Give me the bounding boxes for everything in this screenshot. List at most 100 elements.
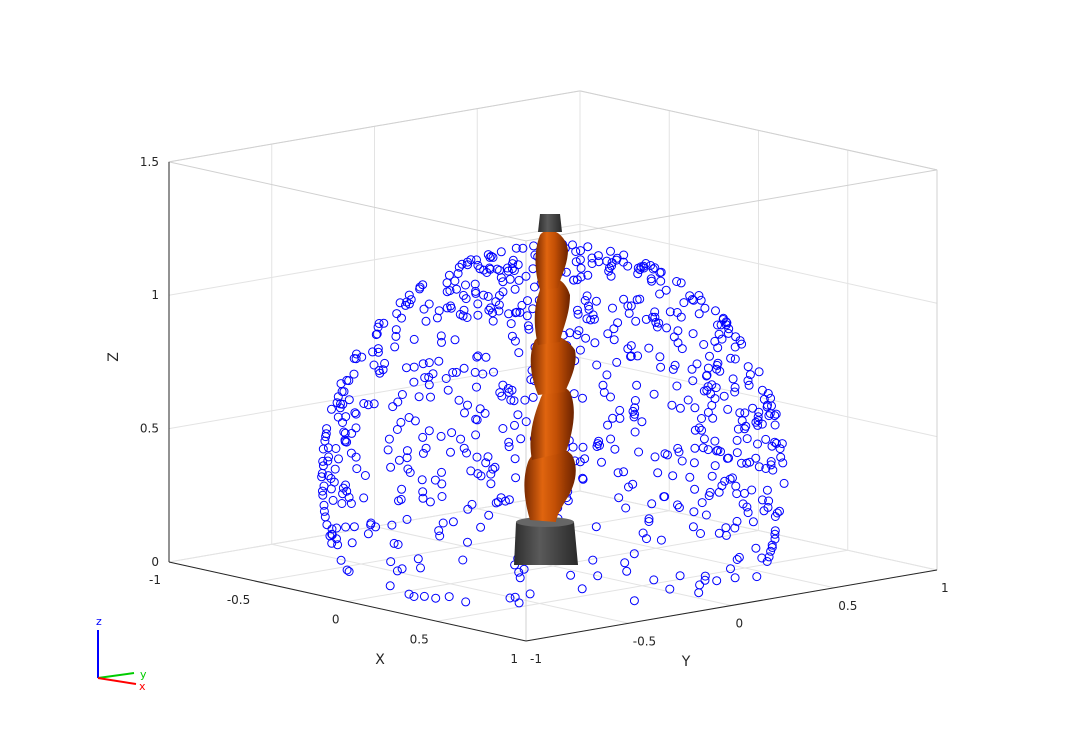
workspace-point bbox=[402, 453, 412, 463]
workspace-point bbox=[352, 349, 361, 359]
workspace-point bbox=[333, 412, 343, 422]
workspace-point bbox=[615, 405, 625, 415]
workspace-point bbox=[633, 351, 643, 361]
workspace-point bbox=[481, 458, 491, 468]
workspace-point bbox=[389, 538, 399, 548]
workspace-point bbox=[745, 370, 755, 380]
workspace-point bbox=[576, 246, 585, 256]
workspace-point bbox=[629, 549, 639, 559]
workspace-point bbox=[318, 490, 328, 500]
workspace-point bbox=[593, 571, 603, 581]
workspace-point bbox=[611, 255, 621, 265]
workspace-point bbox=[656, 535, 666, 545]
workspace-point bbox=[402, 363, 411, 373]
workspace-point bbox=[583, 242, 593, 252]
workspace-point bbox=[511, 243, 521, 253]
workspace-point bbox=[521, 271, 531, 281]
workspace-point bbox=[438, 518, 448, 528]
workspace-point bbox=[454, 262, 464, 272]
workspace-point bbox=[432, 313, 442, 323]
workspace-point bbox=[737, 416, 747, 426]
workspace-point bbox=[461, 597, 471, 607]
workspace-point bbox=[504, 387, 514, 397]
workspace-point bbox=[379, 318, 389, 328]
z-tick-label: 0.5 bbox=[140, 422, 159, 436]
workspace-point bbox=[486, 303, 495, 313]
workspace-point bbox=[413, 554, 423, 564]
workspace-point bbox=[409, 362, 419, 372]
workspace-point bbox=[701, 510, 711, 520]
workspace-point bbox=[342, 565, 352, 575]
workspace-point bbox=[614, 493, 624, 503]
grid-line bbox=[579, 357, 938, 438]
workspace-point bbox=[492, 264, 502, 274]
workspace-point bbox=[633, 263, 643, 273]
workspace-point bbox=[629, 596, 639, 606]
workspace-point bbox=[591, 522, 601, 532]
workspace-point bbox=[404, 413, 414, 422]
workspace-point bbox=[456, 434, 466, 444]
workspace-point bbox=[721, 523, 731, 533]
workspace-point bbox=[688, 376, 698, 386]
workspace-point bbox=[463, 537, 472, 547]
workspace-point bbox=[672, 277, 682, 286]
workspace-point bbox=[504, 442, 514, 452]
workspace-point bbox=[647, 499, 657, 509]
workspace-point bbox=[608, 413, 618, 423]
workspace-point bbox=[525, 589, 535, 599]
workspace-point bbox=[607, 258, 617, 268]
workspace-point bbox=[571, 257, 581, 267]
grid-line bbox=[436, 549, 848, 622]
workspace-point bbox=[692, 359, 702, 369]
workspace-point bbox=[327, 529, 337, 539]
workspace-point bbox=[394, 455, 404, 465]
workspace-point bbox=[402, 297, 412, 307]
y-axis-label: Y bbox=[681, 654, 691, 670]
workspace-point bbox=[511, 473, 521, 483]
workspace-point bbox=[594, 257, 604, 267]
workspace-point bbox=[514, 598, 524, 608]
workspace-point bbox=[421, 316, 431, 326]
workspace-point bbox=[743, 508, 753, 518]
workspace-point bbox=[459, 363, 469, 373]
x-tick-label: -0.5 bbox=[227, 593, 250, 607]
workspace-point bbox=[341, 412, 351, 422]
workspace-point bbox=[771, 409, 781, 419]
triad-y-line bbox=[97, 672, 135, 679]
workspace-point bbox=[608, 303, 617, 313]
workspace-point bbox=[649, 389, 659, 399]
workspace-point bbox=[360, 471, 370, 480]
workspace-point bbox=[495, 291, 504, 300]
workspace-point bbox=[392, 425, 402, 434]
axes-box bbox=[168, 90, 938, 642]
workspace-point bbox=[713, 343, 723, 353]
workspace-point bbox=[510, 420, 519, 430]
x-tick-label: 1 bbox=[510, 652, 518, 666]
workspace-point bbox=[733, 424, 743, 434]
workspace-point bbox=[503, 266, 513, 276]
workspace-point bbox=[510, 592, 520, 602]
workspace-point bbox=[388, 402, 398, 412]
workspace-point bbox=[371, 522, 381, 532]
workspace-point bbox=[317, 472, 327, 482]
workspace-point bbox=[730, 354, 740, 364]
y-axis-line bbox=[525, 569, 938, 642]
workspace-point bbox=[514, 567, 524, 577]
workspace-point bbox=[489, 367, 498, 377]
workspace-point bbox=[712, 576, 722, 586]
x-tick-label: -1 bbox=[149, 573, 161, 587]
workspace-point bbox=[463, 257, 472, 267]
workspace-point bbox=[623, 261, 633, 271]
workspace-point bbox=[650, 263, 660, 273]
workspace-point bbox=[510, 336, 520, 346]
workspace-point bbox=[369, 360, 379, 370]
workspace-point bbox=[699, 434, 709, 444]
workspace-point bbox=[713, 358, 723, 368]
workspace-point bbox=[444, 592, 454, 602]
robot-link-3 bbox=[530, 334, 576, 395]
workspace-point bbox=[689, 507, 699, 517]
workspace-point bbox=[338, 489, 348, 499]
workspace-point bbox=[490, 462, 500, 472]
workspace-point bbox=[730, 387, 740, 397]
workspace-point bbox=[571, 247, 581, 256]
